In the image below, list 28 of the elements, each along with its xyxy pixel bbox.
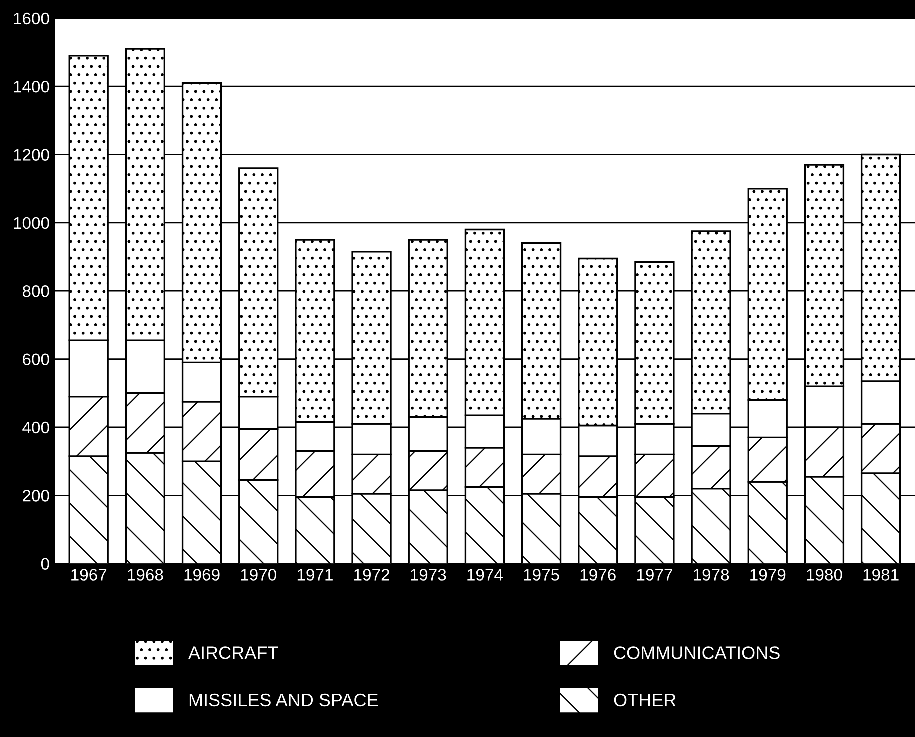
x-tick-label: 1976 [580, 569, 616, 581]
x-tick-label: 1975 [524, 569, 560, 581]
x-tick-label: 1968 [128, 569, 164, 581]
y-tick-label: 200 [23, 490, 50, 502]
x-tick-label: 1973 [411, 569, 446, 581]
legend-label: OTHER [614, 694, 676, 707]
x-tick-label: 1981 [864, 569, 899, 581]
legend-label: AIRCRAFT [188, 646, 278, 660]
x-tick-label: 1969 [184, 569, 220, 581]
x-tick-label: 1980 [807, 569, 842, 581]
legend-label: MISSILES AND SPACE [190, 694, 378, 707]
y-tick-label: 1600 [14, 12, 50, 25]
y-tick-label: 1400 [14, 81, 50, 93]
y-tick-label: 800 [22, 286, 50, 298]
y-tick-label: 400 [22, 422, 50, 434]
x-tick-label: 1972 [354, 569, 390, 581]
y-tick-label: 1200 [14, 149, 50, 161]
x-tick-label: 1967 [72, 569, 107, 581]
x-tick-label: 1970 [241, 569, 276, 581]
x-tick-label: 1974 [468, 569, 503, 581]
x-tick-label: 1978 [694, 569, 730, 581]
legend-label: COMMUNICATIONS [614, 646, 780, 660]
y-tick-label: 1000 [14, 217, 50, 230]
x-tick-label: 1979 [750, 569, 786, 581]
x-tick-label: 1977 [637, 569, 672, 581]
y-tick-label: 600 [23, 354, 50, 366]
y-tick-label: 0 [41, 558, 50, 570]
x-tick-label: 1971 [298, 569, 333, 581]
